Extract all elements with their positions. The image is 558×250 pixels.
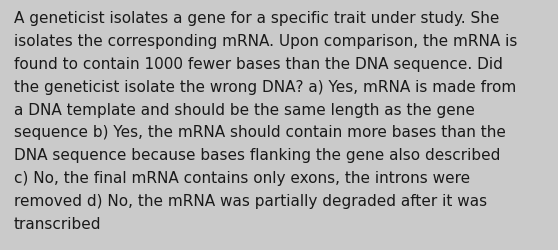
Text: transcribed: transcribed bbox=[14, 216, 102, 231]
Text: c) No, the final mRNA contains only exons, the introns were: c) No, the final mRNA contains only exon… bbox=[14, 170, 470, 186]
Text: sequence b) Yes, the mRNA should contain more bases than the: sequence b) Yes, the mRNA should contain… bbox=[14, 125, 506, 140]
Text: a DNA template and should be the same length as the gene: a DNA template and should be the same le… bbox=[14, 102, 475, 117]
Text: A geneticist isolates a gene for a specific trait under study. She: A geneticist isolates a gene for a speci… bbox=[14, 11, 499, 26]
Text: DNA sequence because bases flanking the gene also described: DNA sequence because bases flanking the … bbox=[14, 148, 501, 163]
Text: isolates the corresponding mRNA. Upon comparison, the mRNA is: isolates the corresponding mRNA. Upon co… bbox=[14, 34, 517, 49]
Text: found to contain 1000 fewer bases than the DNA sequence. Did: found to contain 1000 fewer bases than t… bbox=[14, 57, 503, 72]
Text: removed d) No, the mRNA was partially degraded after it was: removed d) No, the mRNA was partially de… bbox=[14, 193, 487, 208]
Text: the geneticist isolate the wrong DNA? a) Yes, mRNA is made from: the geneticist isolate the wrong DNA? a)… bbox=[14, 80, 516, 94]
